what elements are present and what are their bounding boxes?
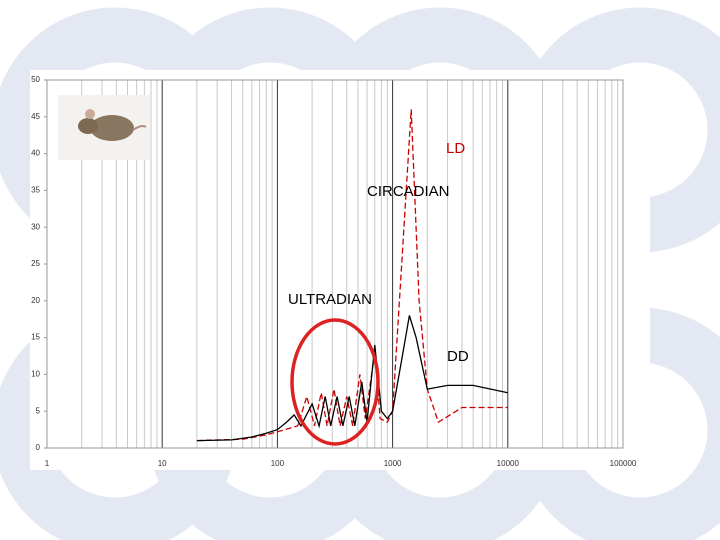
x-tick-label: 100 <box>271 459 285 468</box>
series-label: DD <box>447 348 469 365</box>
y-tick-label: 45 <box>31 112 40 121</box>
series-label: LD <box>446 140 465 157</box>
y-tick-label: 50 <box>31 75 40 84</box>
y-tick-label: 35 <box>31 186 40 195</box>
y-tick-label: 25 <box>31 259 40 268</box>
annotation: ULTRADIAN <box>288 291 372 308</box>
series-line <box>196 109 508 442</box>
y-tick-label: 30 <box>31 222 40 231</box>
x-tick-label: 10000 <box>497 459 520 468</box>
y-tick-label: 10 <box>31 370 40 379</box>
series-line <box>196 315 508 442</box>
x-tick-label: 100000 <box>610 459 637 468</box>
y-tick-label: 5 <box>36 406 41 415</box>
y-tick-label: 40 <box>31 149 40 158</box>
y-tick-label: 20 <box>31 296 40 305</box>
x-tick-label: 1000 <box>384 459 402 468</box>
highlight-circle <box>290 318 380 446</box>
mouse-image <box>58 95 150 160</box>
x-tick-label: 10 <box>158 459 167 468</box>
y-tick-label: 15 <box>31 333 40 342</box>
annotation: CIRCADIAN <box>367 183 450 200</box>
x-tick-label: 1 <box>45 459 50 468</box>
plot <box>196 109 508 442</box>
y-tick-label: 0 <box>36 443 41 452</box>
